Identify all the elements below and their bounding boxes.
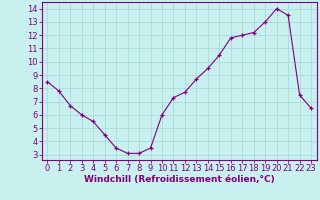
X-axis label: Windchill (Refroidissement éolien,°C): Windchill (Refroidissement éolien,°C)	[84, 175, 275, 184]
